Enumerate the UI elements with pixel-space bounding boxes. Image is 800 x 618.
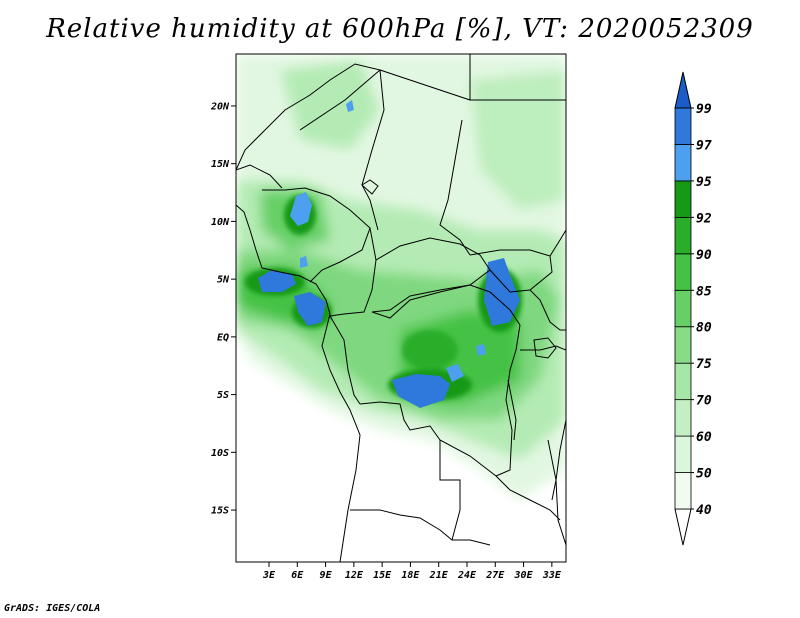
- colorbar-label: 75: [696, 357, 712, 372]
- sat-cell-5: [392, 374, 450, 408]
- lon-tick-label: 33E: [542, 570, 562, 581]
- colorbar-label: 90: [696, 248, 712, 263]
- colorbar-segment: [674, 289, 692, 328]
- lake-chad: [361, 179, 379, 195]
- border-niger-algeria: [236, 63, 382, 171]
- colorbar-label: 95: [696, 175, 712, 190]
- map-frame: [235, 53, 567, 563]
- colorbar-segment: [674, 216, 692, 255]
- rh-zone-northeast: [470, 70, 566, 210]
- border-drc-north: [371, 284, 521, 326]
- colorbar-label: 97: [696, 138, 712, 153]
- lon-tick-label: 15E: [373, 570, 392, 581]
- border-nigeria: [262, 187, 371, 283]
- coastline-west: [236, 204, 361, 562]
- colorbar-segment: [674, 435, 692, 473]
- lake-tanganyika: [507, 379, 517, 441]
- colorbar-segment: [674, 253, 692, 291]
- colorbar-label: 50: [696, 467, 712, 482]
- border-burkina-mali: [236, 164, 283, 189]
- lon-tick-label: 3E: [262, 570, 276, 581]
- colorbar-min-triangle: [674, 508, 692, 546]
- lake-malawi: [547, 439, 557, 501]
- rh-zone-north: [280, 60, 380, 150]
- border-tanzania: [520, 345, 566, 351]
- lon-tick-label: 27E: [485, 570, 505, 581]
- colorbar-segment: [674, 399, 692, 437]
- country-boundaries: [236, 54, 566, 562]
- colorbar-segment: [674, 180, 692, 218]
- border-congo: [329, 315, 361, 405]
- sat-cell-3: [294, 292, 326, 326]
- sat-cell-7: [476, 344, 486, 356]
- border-drc-angola: [359, 401, 497, 477]
- colorbar-max-triangle: [674, 71, 692, 109]
- lon-tick-label: 30E: [514, 570, 534, 581]
- colorbar-label: 80: [696, 321, 712, 336]
- colorbar-label: 85: [696, 284, 712, 299]
- colorbar-segment: [674, 326, 692, 364]
- colorbar-label: 60: [696, 430, 712, 445]
- colorbar-label: 40: [696, 503, 712, 518]
- border-angola-south: [350, 509, 491, 546]
- lat-tick-label: 5N: [217, 275, 230, 286]
- colorbar-segment: [674, 107, 692, 145]
- sat-cell-2: [258, 270, 296, 292]
- border-niger-chad: [361, 69, 385, 231]
- lat-tick-label: 5S: [217, 390, 229, 401]
- lat-tick-label: EQ: [217, 332, 229, 343]
- lon-tick-label: 12E: [345, 570, 364, 581]
- lon-tick-label: 9E: [320, 570, 333, 581]
- border-south-sudan: [469, 249, 553, 293]
- rh-patch-6: [402, 330, 458, 370]
- map-title: Relative humidity at 600hPa [%], VT: 202…: [46, 14, 754, 44]
- saturated-cells: [258, 100, 520, 408]
- colorbar-segment: [674, 362, 692, 401]
- colorbar-segment: [674, 144, 692, 182]
- colorbar-label: 99: [696, 102, 712, 117]
- lat-tick-label: 10S: [211, 448, 229, 459]
- sat-cell-1: [290, 192, 312, 226]
- border-drc-east: [495, 324, 521, 477]
- border-ethiopia: [549, 229, 566, 257]
- lat-tick-label: 15S: [211, 506, 229, 517]
- colorbar-label: 92: [696, 211, 712, 226]
- border-zambia-east: [495, 475, 561, 521]
- border-angola-zambia: [439, 440, 461, 541]
- lat-tick-label: 15N: [211, 159, 230, 170]
- sat-cell-6: [446, 364, 464, 382]
- colorbar-segment: [674, 472, 692, 510]
- coastline-mozambique: [555, 419, 566, 546]
- border-chad-sudan: [439, 119, 471, 256]
- latitude-axis: 20N 15N 10N 5N EQ 5S 10S 15S: [210, 101, 236, 517]
- lat-tick-label: 20N: [210, 101, 230, 112]
- sat-cell-8: [346, 100, 354, 112]
- lon-tick-label: 6E: [291, 570, 304, 581]
- lon-tick-label: 21E: [429, 570, 449, 581]
- lat-tick-label: 10N: [211, 217, 230, 228]
- border-kenya-uganda: [529, 289, 566, 331]
- colorbar: 40 50 60 70 75 80 85 90 92 95 97 99: [674, 71, 712, 546]
- sat-cell-9: [300, 256, 308, 268]
- grads-credit: GrADS: IGES/COLA: [4, 603, 101, 614]
- lon-tick-label: 24E: [457, 570, 477, 581]
- sat-cell-4: [484, 258, 520, 326]
- longitude-axis: 3E 6E 9E 12E 15E 18E 21E 24E 27E 30E 33E: [262, 562, 562, 581]
- colorbar-label: 70: [696, 394, 712, 409]
- lon-tick-label: 18E: [401, 570, 420, 581]
- border-cameroon: [329, 227, 377, 317]
- lake-victoria: [533, 337, 557, 359]
